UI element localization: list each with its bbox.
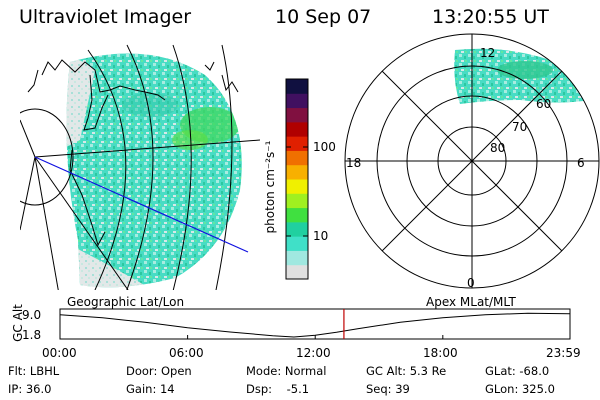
coastline-greenland	[83, 74, 109, 131]
colorbar-frame	[285, 78, 309, 280]
time-label: 13:20:55 UT	[432, 6, 549, 28]
colorbar-swatch	[286, 193, 308, 209]
status-ip: IP: 36.0	[8, 382, 52, 396]
colorbar-swatch	[286, 79, 308, 94]
mlt-label-6: 6	[577, 156, 585, 170]
geographic-map	[20, 44, 260, 290]
apex-panel-label: Apex MLat/MLT	[426, 295, 516, 309]
status-flt: Flt: LBHL	[8, 364, 60, 378]
colorbar	[285, 78, 309, 280]
chart-ytick-bottom: 1.8	[22, 328, 42, 342]
mlt-label-18: 18	[346, 156, 362, 170]
chart-xtick-3: 18:00	[423, 346, 458, 360]
status-glon: GLon: 325.0	[485, 382, 555, 396]
chart-xtick-0: 00:00	[42, 346, 77, 360]
coastline-west	[27, 69, 39, 93]
colorbar-swatch	[286, 250, 308, 266]
colorbar-tick-10: 10	[313, 229, 329, 243]
colorbar-swatch	[286, 221, 308, 237]
status-dsp: Dsp: -5.1	[246, 382, 310, 396]
mlt-label-0: 0	[467, 276, 475, 290]
colorbar-swatch	[286, 164, 308, 180]
date-label: 10 Sep 07	[275, 6, 372, 28]
status-door: Door: Open	[126, 364, 192, 378]
gc-alt-chart	[59, 308, 571, 340]
geo-panel-label: Geographic Lat/Lon	[67, 295, 185, 309]
status-glat: GLat: -68.0	[485, 364, 550, 378]
coastline-ne2	[221, 74, 239, 93]
colorbar-swatch	[286, 121, 308, 137]
chart-xtick-1: 06:00	[169, 346, 204, 360]
colorbar-swatch	[286, 179, 308, 194]
colorbar-swatch	[286, 136, 308, 151]
coastline-east	[69, 149, 106, 247]
mlat-label-60: 60	[536, 97, 552, 111]
gc-alt-series-line	[59, 312, 571, 338]
status-gain: Gain: 14	[126, 382, 175, 396]
colorbar-swatch	[286, 93, 308, 109]
mlat-label-70: 70	[512, 120, 528, 134]
status-mode: Mode: Normal	[246, 364, 327, 378]
chart-ytick-top: 9.0	[22, 308, 42, 322]
colorbar-ticks	[286, 146, 308, 237]
chart-xtick-2: 12:00	[296, 346, 331, 360]
status-seq: Seq: 39	[366, 382, 410, 396]
colorbar-swatch	[286, 264, 308, 280]
chart-xtick-4: 23:59	[546, 346, 581, 360]
instrument-title: Ultraviolet Imager	[19, 6, 192, 28]
colorbar-swatch	[286, 236, 308, 251]
coastline-north	[41, 59, 166, 101]
colorbar-swatch	[286, 150, 308, 166]
blue-track-line	[34, 156, 249, 253]
colorbar-swatch	[286, 107, 308, 123]
colorbar-tick-100: 100	[313, 140, 336, 154]
colorbar-swatch	[286, 207, 308, 223]
coastline-ne	[204, 61, 215, 71]
colorbar-unit-label: photon cm⁻²s⁻¹	[263, 140, 277, 234]
status-gcalt: GC Alt: 5.3 Re	[366, 364, 447, 378]
mlt-label-12: 12	[480, 46, 496, 60]
mlat-label-80: 80	[490, 141, 506, 155]
apex-polar-plot	[344, 33, 600, 289]
